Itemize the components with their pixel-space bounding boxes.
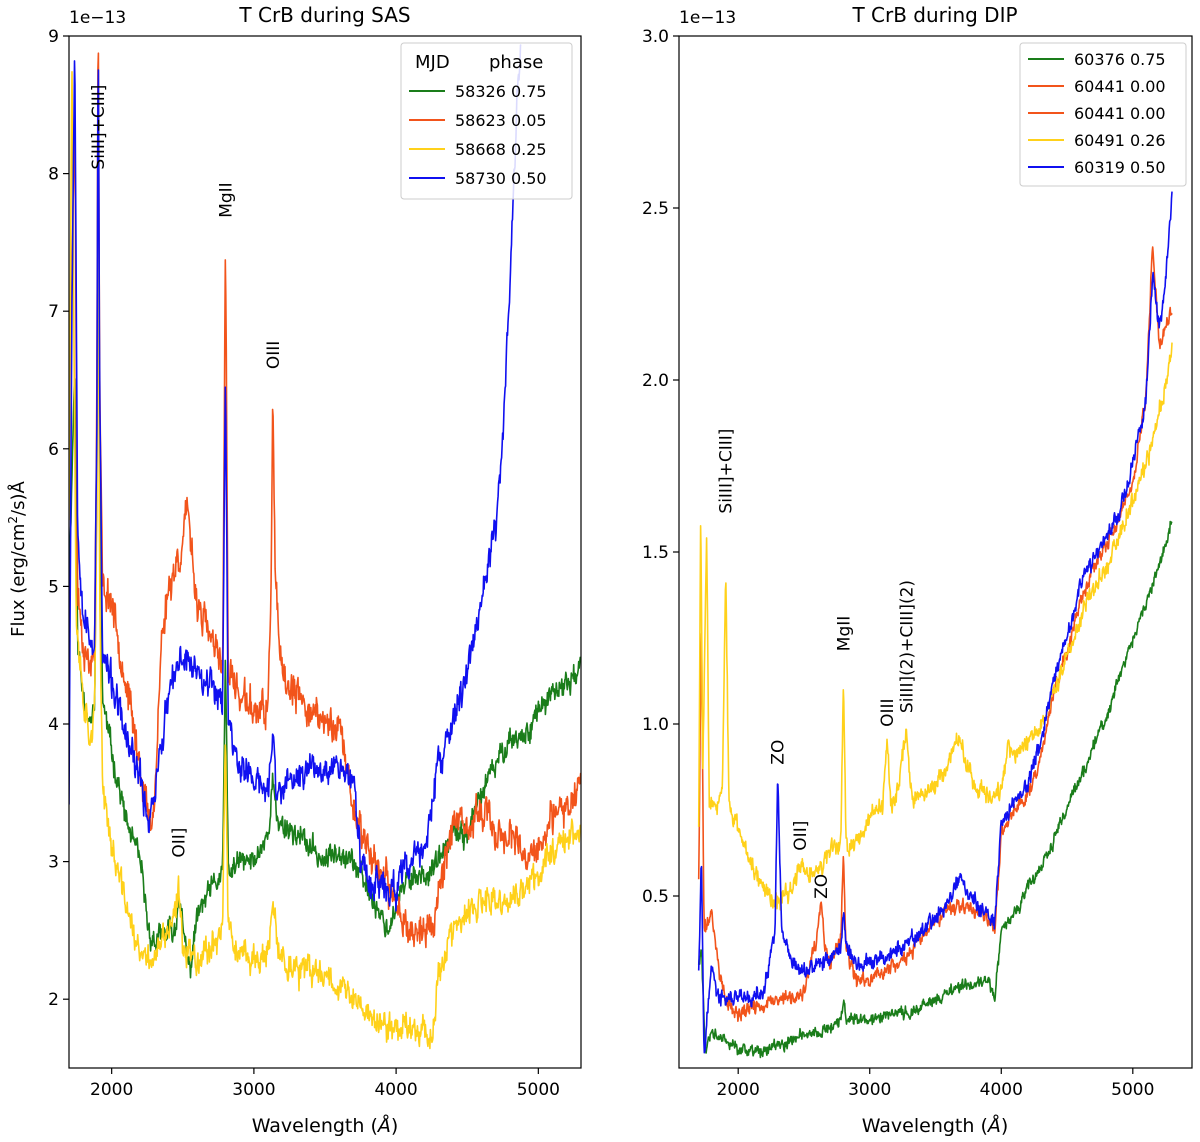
x-tick-label: 4000 bbox=[374, 1080, 417, 1100]
y-tick-label: 0.5 bbox=[642, 887, 669, 907]
x-tick-label: 4000 bbox=[980, 1080, 1023, 1100]
series-line-60376-0.75 bbox=[697, 520, 1173, 1059]
legend-entry: 60441 0.00 bbox=[1074, 104, 1166, 123]
legend-entry: 58668 0.25 bbox=[455, 140, 547, 159]
y-tick-label: 9 bbox=[48, 27, 59, 47]
chart-dip-panel: T CrB during DIP 1e−13 Wavelength (Å) 20… bbox=[642, 3, 1193, 1137]
line-annotation: ZO bbox=[769, 740, 789, 765]
legend-box bbox=[400, 42, 573, 200]
series-group bbox=[69, 44, 581, 1050]
series-line-60441-0.00 bbox=[697, 246, 1173, 1022]
y-axis-label: Flux (erg/cm2/s)Å bbox=[6, 480, 29, 636]
legend-entry: 58730 0.50 bbox=[455, 169, 547, 188]
y-tick-label: 1.0 bbox=[642, 715, 669, 735]
chart-title-dip: T CrB during DIP bbox=[851, 3, 1017, 27]
x-tick-label: 5000 bbox=[1111, 1080, 1154, 1100]
exponent-label-right: 1e−13 bbox=[679, 8, 736, 28]
y-tick-label: 8 bbox=[48, 165, 59, 185]
y-tick-label: 7 bbox=[48, 302, 59, 322]
legend-entry: 58326 0.75 bbox=[455, 82, 547, 101]
y-tick-label: 6 bbox=[48, 440, 59, 460]
x-tick-label: 3000 bbox=[232, 1080, 275, 1100]
line-annotation: MgII bbox=[834, 616, 854, 652]
y-tick-label: 1.5 bbox=[642, 543, 669, 563]
y-tick-label: 4 bbox=[48, 715, 59, 735]
series-line-60491-0.26 bbox=[697, 342, 1173, 911]
chart-sas-panel: T CrB during SAS 1e−13 Flux (erg/cm2/s)Å… bbox=[6, 3, 582, 1137]
x-tick-label: 5000 bbox=[517, 1080, 560, 1100]
y-tick-label: 3 bbox=[48, 853, 59, 873]
line-annotation: OII] bbox=[170, 828, 190, 858]
legend-entry: 60376 0.75 bbox=[1074, 50, 1166, 69]
series-line-58623-0.05 bbox=[69, 52, 581, 949]
y-tick-label: 2.5 bbox=[642, 199, 669, 219]
line-annotation: OII] bbox=[791, 821, 811, 851]
legend: 60376 0.75 60441 0.00 60441 0.00 60491 0.26… bbox=[1019, 42, 1187, 187]
legend-header-mjd: MJD bbox=[415, 52, 450, 73]
line-annotation: OIII bbox=[878, 698, 898, 726]
y-tick-label: 2 bbox=[48, 990, 59, 1010]
x-tick-label: 2000 bbox=[717, 1080, 760, 1100]
line-annotation: SiIII](2)+CIII](2) bbox=[898, 580, 918, 713]
series-group bbox=[697, 191, 1173, 1059]
axes-frame bbox=[68, 35, 582, 1069]
y-tick-label: 2.0 bbox=[642, 371, 669, 391]
legend-entry: 60441 0.00 bbox=[1074, 77, 1166, 96]
y-tick-label: 3.0 bbox=[642, 27, 669, 47]
series-line-58668-0.25 bbox=[69, 71, 581, 1050]
line-annotation: MgII bbox=[216, 182, 236, 218]
line-annotation: SiIII]+CIII] bbox=[89, 85, 109, 170]
x-tick-label: 2000 bbox=[90, 1080, 133, 1100]
x-axis-label-left: Wavelength (Å) bbox=[252, 1114, 399, 1137]
y-tick-label: 5 bbox=[48, 577, 59, 597]
legend-header-phase: phase bbox=[489, 52, 543, 73]
line-annotation: ZO bbox=[812, 874, 832, 899]
legend-entry: 60319 0.50 bbox=[1074, 158, 1166, 177]
x-axis-label-right: Wavelength (Å) bbox=[862, 1114, 1009, 1137]
legend: MJD phase 58326 0.75 58623 0.05 58668 0.25 58… bbox=[400, 42, 573, 200]
legend-entry: 58623 0.05 bbox=[455, 111, 547, 130]
x-tick-label: 3000 bbox=[848, 1080, 891, 1100]
series-line-60319-0.50 bbox=[697, 191, 1173, 1054]
chart-title-sas: T CrB during SAS bbox=[238, 3, 410, 27]
series-line-58326-0.75 bbox=[69, 142, 581, 979]
series-line-58730-0.50 bbox=[69, 44, 522, 912]
legend-box bbox=[1019, 42, 1187, 187]
exponent-label-left: 1e−13 bbox=[69, 8, 126, 28]
legend-entry: 60491 0.26 bbox=[1074, 131, 1166, 150]
line-annotation: SiIII]+CIII] bbox=[717, 429, 737, 514]
axes-frame bbox=[678, 35, 1193, 1069]
line-annotation: OIII bbox=[264, 341, 284, 369]
